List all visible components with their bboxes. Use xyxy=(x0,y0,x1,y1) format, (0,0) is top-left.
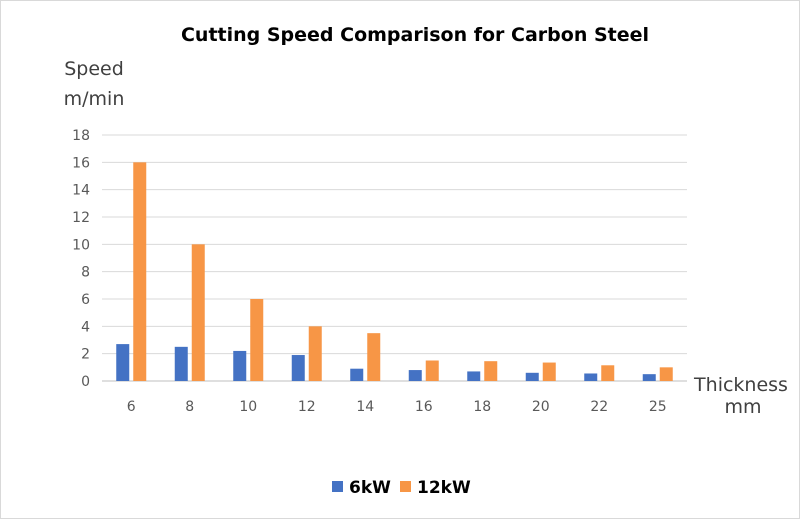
x-tick-label: 18 xyxy=(473,399,491,415)
y-tick-label: 2 xyxy=(81,347,90,363)
legend-label-12kW: 12kW xyxy=(417,478,471,498)
x-tick-label: 22 xyxy=(590,399,608,415)
x-tick-label: 20 xyxy=(532,399,550,415)
y-tick-label: 14 xyxy=(72,183,90,199)
legend-swatch-6kW xyxy=(332,481,343,492)
x-tick-label: 8 xyxy=(185,399,194,415)
y-tick-label: 0 xyxy=(81,374,90,390)
x-tick-label: 6 xyxy=(127,399,136,415)
x-axis-title-line-1: Thickness xyxy=(693,374,788,396)
y-axis-title-line-1: Speed xyxy=(64,58,124,80)
bar-12kW-8 xyxy=(191,244,205,381)
bar-12kW-25 xyxy=(659,367,673,381)
bar-6kW-14 xyxy=(350,368,364,381)
x-axis-title-line-2: mm xyxy=(724,396,761,418)
bar-6kW-18 xyxy=(467,371,481,381)
y-tick-label: 12 xyxy=(72,210,90,226)
bar-6kW-12 xyxy=(291,355,305,381)
bar-6kW-8 xyxy=(174,346,188,381)
chart-title: Cutting Speed Comparison for Carbon Stee… xyxy=(181,24,649,46)
legend-label-6kW: 6kW xyxy=(349,478,391,498)
y-tick-label: 6 xyxy=(81,292,90,308)
bar-6kW-10 xyxy=(233,350,247,381)
x-tick-label: 12 xyxy=(298,399,316,415)
x-tick-label: 16 xyxy=(415,399,433,415)
x-tick-label: 14 xyxy=(356,399,374,415)
y-tick-label: 10 xyxy=(72,237,90,253)
x-tick-labels: 6 8 10 12 14 16 18 20 22 25 xyxy=(127,399,667,415)
bar-12kW-20 xyxy=(542,362,556,381)
y-tick-label: 16 xyxy=(72,155,90,171)
bar-6kW-25 xyxy=(642,374,656,381)
y-tick-label: 8 xyxy=(81,265,90,281)
y-tick-labels: 0 2 4 6 8 10 12 14 16 18 xyxy=(72,128,90,390)
y-tick-label: 18 xyxy=(72,128,90,144)
legend: 6kW 12kW xyxy=(332,478,471,498)
bar-6kW-20 xyxy=(525,372,539,381)
bar-12kW-16 xyxy=(425,360,439,381)
bar-12kW-18 xyxy=(484,361,498,381)
y-tick-label: 4 xyxy=(81,319,90,335)
gridlines xyxy=(102,134,687,382)
bar-12kW-14 xyxy=(367,333,381,381)
x-tick-label: 10 xyxy=(239,399,257,415)
bar-6kW-16 xyxy=(408,370,422,381)
bar-6kW-6 xyxy=(116,344,130,381)
x-tick-label: 25 xyxy=(649,399,667,415)
legend-swatch-12kW xyxy=(400,481,411,492)
bar-12kW-12 xyxy=(308,326,322,381)
y-axis-title-line-2: m/min xyxy=(64,88,125,110)
bar-12kW-22 xyxy=(601,365,615,381)
bars xyxy=(116,162,673,381)
bar-12kW-6 xyxy=(133,162,147,381)
bar-12kW-10 xyxy=(250,299,264,381)
bar-6kW-22 xyxy=(584,373,598,381)
